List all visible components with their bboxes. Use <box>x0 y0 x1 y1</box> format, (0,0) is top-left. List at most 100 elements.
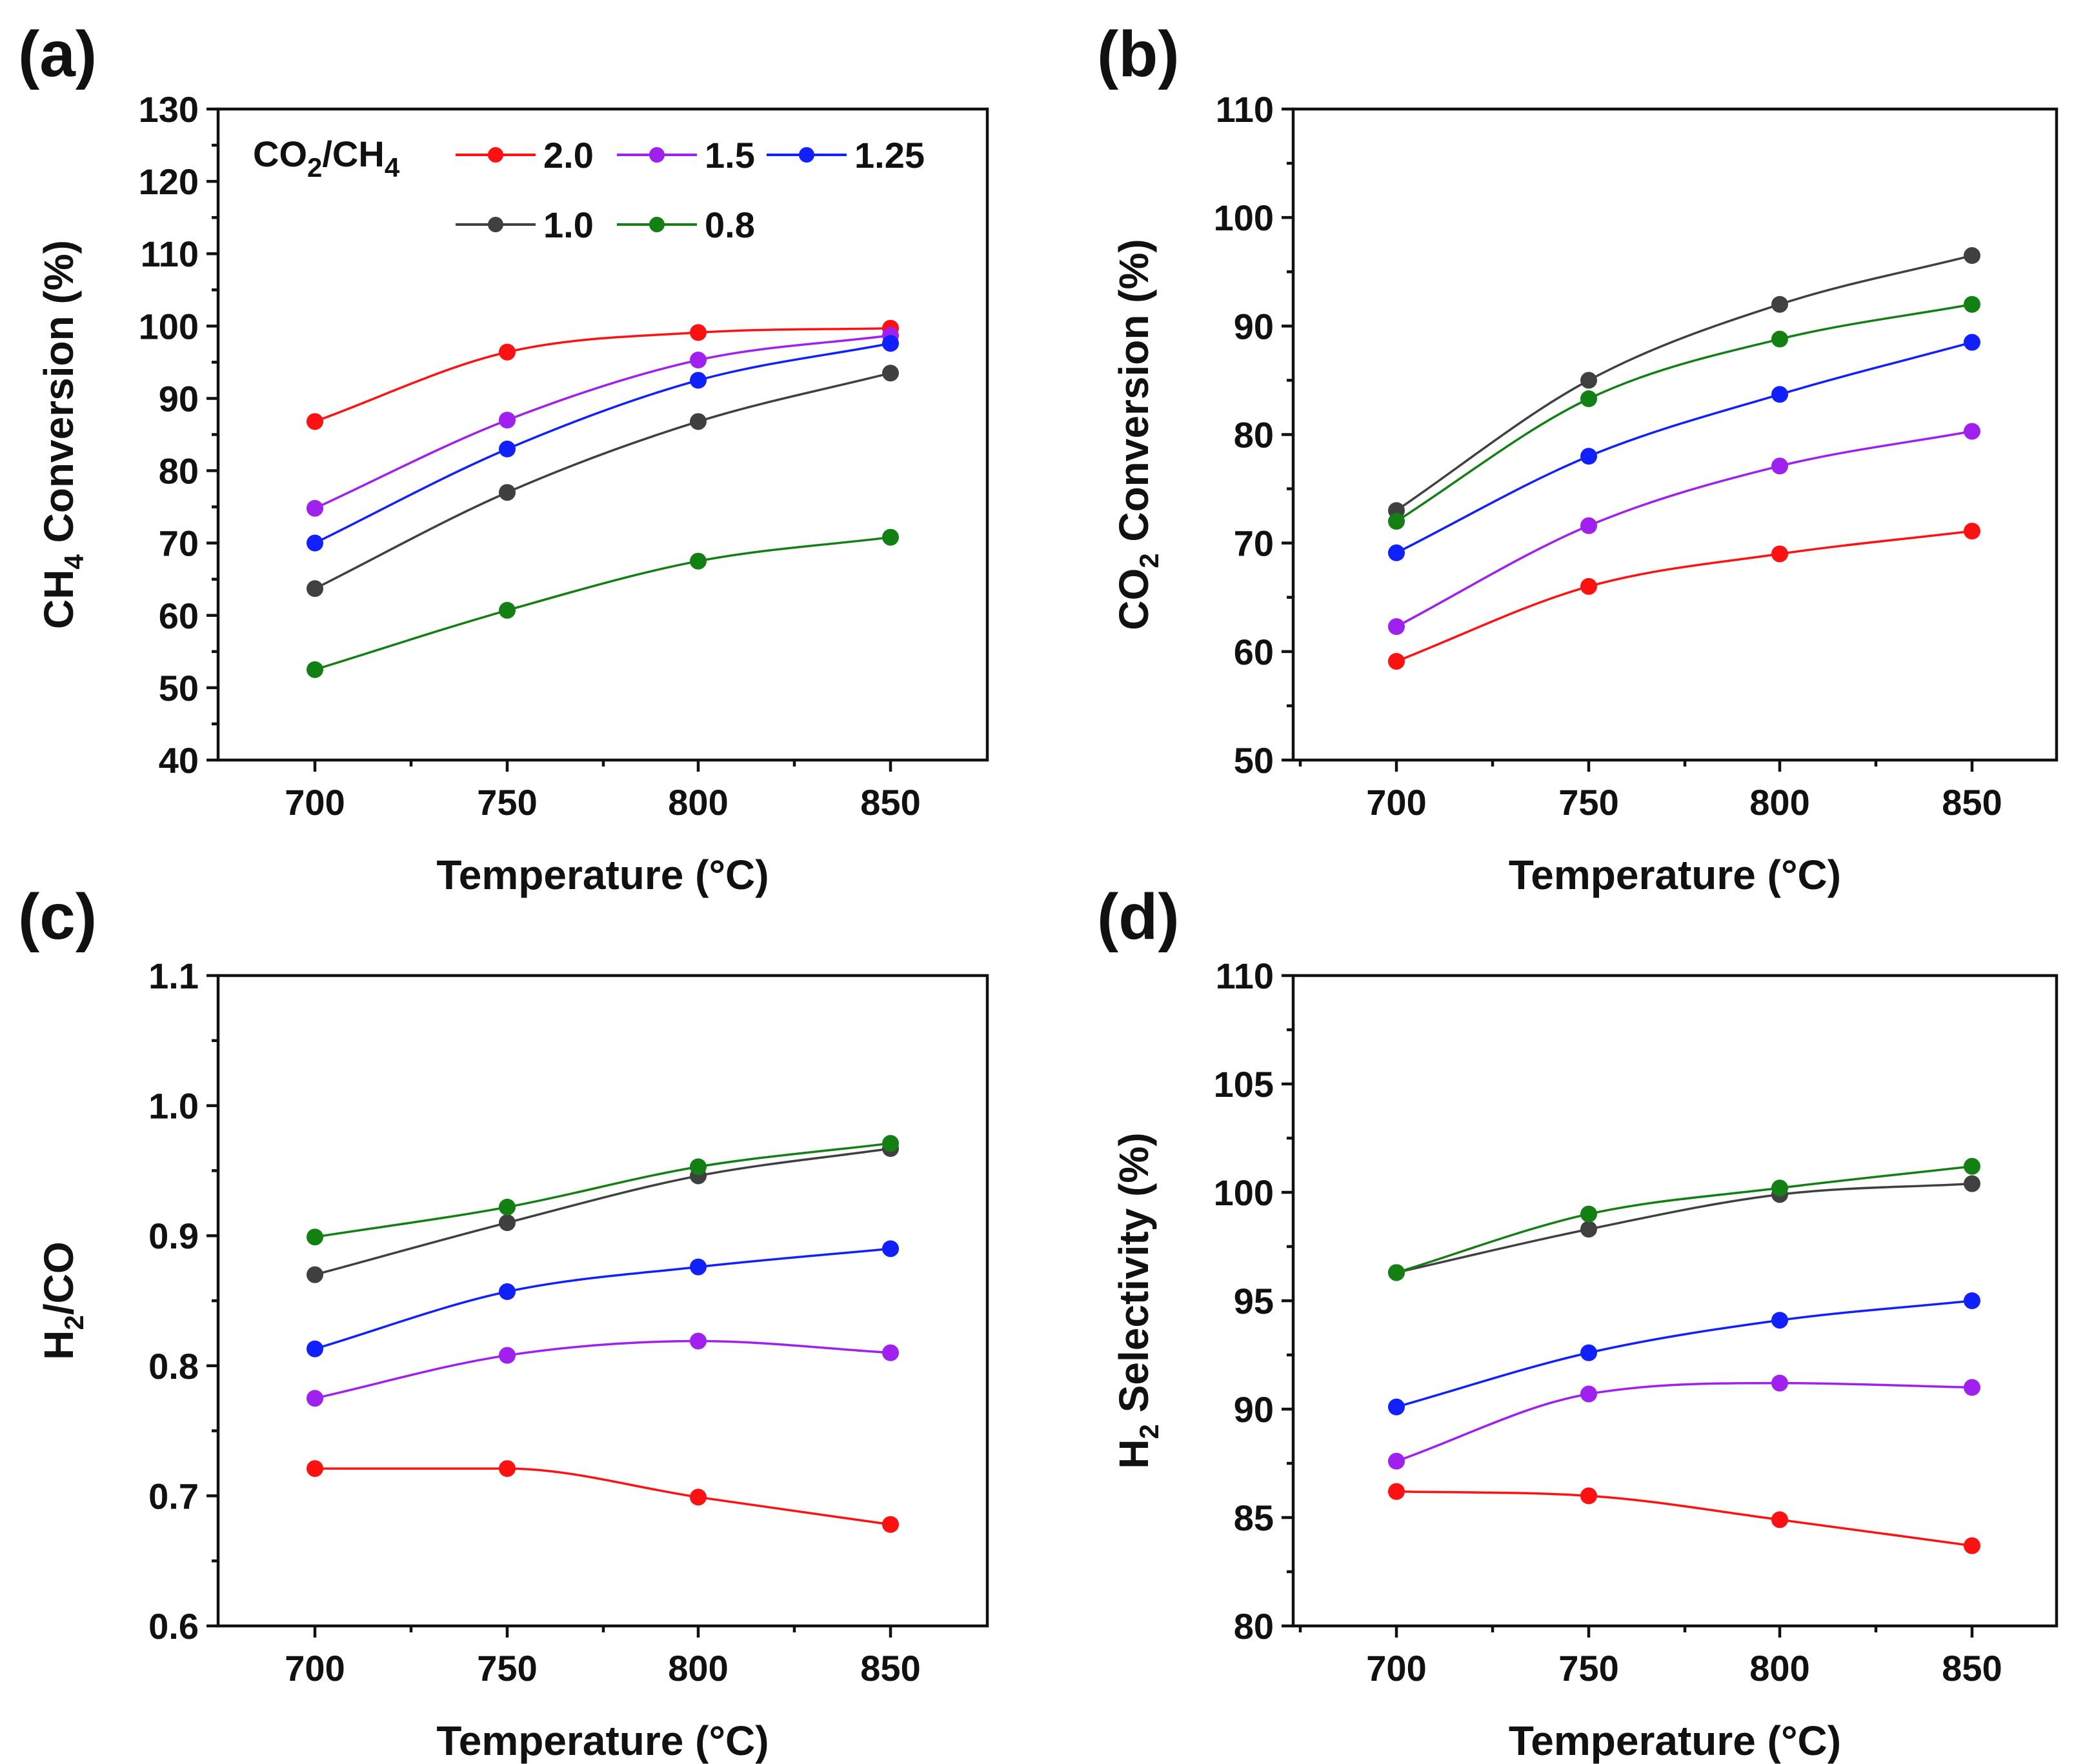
x-tick-label: 750 <box>1558 1648 1618 1689</box>
legend-label: 2.0 <box>543 135 594 175</box>
y-axis-label-subscript: 2 <box>59 1315 89 1330</box>
y-tick-label: 80 <box>1234 415 1274 456</box>
legend-entry-1-0: 1.0 <box>456 205 594 245</box>
data-point <box>1580 448 1597 465</box>
series-1-5 <box>307 1332 899 1407</box>
legend-title: CO2/CH4 <box>253 134 400 183</box>
series-line <box>314 372 891 590</box>
series-line <box>1396 1182 1973 1274</box>
y-axis-label-main: CH <box>35 570 82 629</box>
y-tick-label: 70 <box>159 523 199 564</box>
chart-panel-a: (a) 40 50 60 70 80 90 100 110 120 130 700 750 800 850 T… <box>18 18 989 898</box>
legend-marker <box>799 147 814 163</box>
y-tick-label: 100 <box>1214 1172 1274 1213</box>
series-1-5 <box>307 326 899 517</box>
data-point <box>1771 457 1788 475</box>
data-point <box>1771 386 1788 403</box>
data-point <box>1771 545 1788 563</box>
data-point <box>499 343 516 361</box>
legend-marker <box>649 217 665 232</box>
series-line <box>314 1147 891 1276</box>
series-line <box>1396 430 1973 628</box>
y-tick-label: 110 <box>141 234 199 274</box>
data-point <box>499 412 516 429</box>
x-tick-label: 800 <box>668 1648 728 1689</box>
y-tick-label: 50 <box>159 668 199 708</box>
series-line <box>314 326 891 423</box>
x-axis-label: Temperature (°C) <box>1509 1718 1841 1764</box>
chart-panel-d: (d) 80 85 90 95 100 105 110 700 750 800 850 Temperat… <box>1097 881 2059 1764</box>
y-tick-label: 120 <box>139 161 199 202</box>
legend-marker <box>488 217 503 232</box>
data-point <box>1771 330 1788 348</box>
data-point <box>1580 1205 1597 1223</box>
legend-label: 1.5 <box>705 135 755 175</box>
y-tick-label: 90 <box>159 378 199 419</box>
y-axis-label: H2/CO <box>35 1241 89 1359</box>
data-point <box>499 440 516 457</box>
data-point <box>307 1460 323 1478</box>
series-1-25 <box>307 335 899 552</box>
data-point <box>1964 523 1980 540</box>
x-tick-label: 800 <box>1749 782 1809 823</box>
series-0-8 <box>307 1135 899 1246</box>
legend-label: 1.0 <box>543 205 594 245</box>
data-point <box>1771 296 1788 313</box>
y-tick-label: 0.7 <box>148 1476 199 1516</box>
data-point <box>1388 618 1405 636</box>
y-tick-label: 100 <box>139 306 199 346</box>
data-point <box>307 534 323 552</box>
series-1-25 <box>1388 1292 1980 1416</box>
data-point <box>1964 296 1980 313</box>
series-0-8 <box>1388 1158 1980 1281</box>
data-point <box>882 335 899 352</box>
data-point <box>307 413 323 430</box>
y-tick-label: 100 <box>1214 197 1274 238</box>
data-point <box>307 1340 323 1358</box>
legend-label: 0.8 <box>705 205 755 245</box>
data-point <box>882 1240 899 1258</box>
data-point <box>1964 1292 1980 1309</box>
data-point <box>307 499 323 517</box>
legend-label: 1.25 <box>854 135 925 175</box>
y-tick-label: 85 <box>1234 1498 1274 1538</box>
data-point <box>1964 1158 1980 1175</box>
y-axis-label: CH4 Conversion (%) <box>35 240 89 629</box>
series-line <box>1396 1381 1973 1463</box>
data-point <box>1964 1379 1980 1396</box>
series-1-0 <box>307 365 899 597</box>
y-tick-label: 130 <box>139 89 199 130</box>
series-line <box>314 342 891 545</box>
data-point <box>499 601 516 619</box>
data-point <box>307 580 323 597</box>
series-2-0 <box>1388 1483 1980 1554</box>
series-line <box>314 1467 891 1526</box>
data-point <box>1771 1179 1788 1197</box>
data-point <box>882 1344 899 1361</box>
x-tick-label: 700 <box>285 782 345 823</box>
data-point <box>1580 517 1597 534</box>
series-line <box>1396 254 1973 512</box>
data-point <box>1580 1221 1597 1238</box>
y-tick-label: 90 <box>1234 306 1274 346</box>
x-tick-label: 750 <box>477 782 537 823</box>
series-line <box>314 536 891 671</box>
y-axis-label-subscript: 2 <box>1134 553 1164 568</box>
data-point <box>1580 390 1597 408</box>
series-line <box>1396 1165 1973 1274</box>
data-point <box>1964 247 1980 265</box>
x-axis-label: Temperature (°C) <box>436 1718 769 1764</box>
series-line <box>1396 1299 1973 1408</box>
y-axis-label-main: CO <box>1111 568 1157 630</box>
x-axis-label: Temperature (°C) <box>1509 852 1841 898</box>
data-point <box>690 413 707 430</box>
panel-label: (c) <box>18 881 97 953</box>
x-tick-label: 700 <box>1366 782 1426 823</box>
data-point <box>690 1488 707 1506</box>
data-point <box>882 1516 899 1533</box>
data-point <box>882 1135 899 1152</box>
y-tick-label: 1.1 <box>148 956 199 996</box>
legend-title-sub: 2 <box>307 152 322 183</box>
y-axis-label-main: H <box>1111 1439 1157 1468</box>
